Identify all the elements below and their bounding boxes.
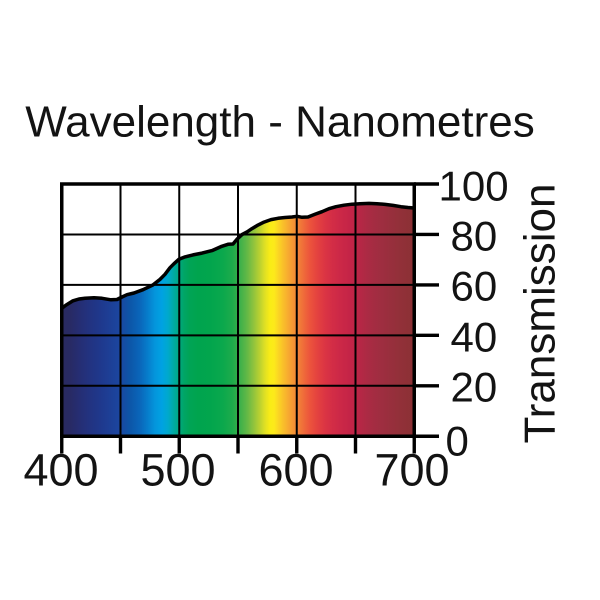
svg-text:700: 700 bbox=[374, 445, 449, 496]
svg-text:100: 100 bbox=[439, 163, 509, 210]
svg-text:40: 40 bbox=[451, 314, 498, 361]
svg-text:60: 60 bbox=[451, 263, 498, 310]
svg-text:0: 0 bbox=[446, 418, 469, 465]
svg-text:600: 600 bbox=[258, 445, 333, 496]
svg-text:500: 500 bbox=[140, 445, 215, 496]
svg-text:Wavelength - Nanometres: Wavelength - Nanometres bbox=[25, 98, 534, 147]
svg-text:400: 400 bbox=[23, 445, 98, 496]
svg-text:Transmission: Transmission bbox=[516, 184, 565, 444]
svg-text:80: 80 bbox=[451, 213, 498, 260]
svg-text:20: 20 bbox=[451, 364, 498, 411]
